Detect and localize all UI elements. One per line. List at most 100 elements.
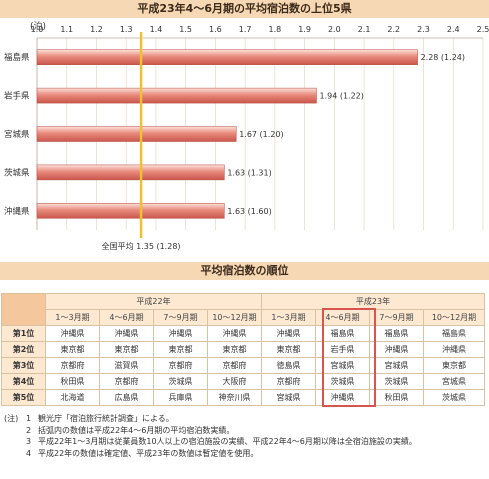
chart-title-band: 平成23年4～6月期の平均宿泊数の上位5県: [0, 0, 489, 18]
x-tick-label: 1.0: [31, 25, 44, 34]
year-header: 平成23年: [261, 293, 485, 310]
period-header: 1～3月期: [261, 309, 316, 326]
period-header: 4～6月期: [315, 309, 370, 326]
table-cell: 福島県: [423, 325, 485, 342]
table-cell: 広島県: [99, 389, 154, 406]
category-label: 宮城県: [4, 129, 30, 140]
table-cell: 茨城県: [315, 373, 370, 390]
table-cell: 東京都: [99, 341, 154, 358]
rank-label: 第2位: [1, 341, 46, 358]
note-prefix: (注): [4, 414, 19, 423]
table-title-band: 平均宿泊数の順位: [0, 262, 489, 280]
note-number: 2: [26, 425, 32, 435]
note-prefix: [4, 425, 26, 437]
table-cell: 京都府: [261, 373, 316, 390]
table-cell: 沖縄県: [315, 389, 370, 406]
category-label: 岩手県: [4, 91, 30, 102]
note-item: 2 括弧内の数値は平成22年4～6月期の平均宿泊数実績。: [4, 425, 486, 437]
table-cell: 京都府: [153, 357, 208, 374]
table-cell: 兵庫県: [153, 389, 208, 406]
table-cell: 徳島県: [261, 357, 316, 374]
table-cell: 沖縄県: [369, 341, 424, 358]
table-cell: 大阪府: [207, 373, 262, 390]
rank-label: 第3位: [1, 357, 46, 374]
note-prefix: [4, 448, 26, 460]
note-item: 3 平成22年1～3月期は従業員数10人以上の宿泊施設の実績、平成22年4～6月期…: [4, 436, 486, 448]
note-item: 4 平成22年の数値は確定値、平成23年の数値は暫定値を使用。: [4, 448, 486, 460]
table-corner: [1, 293, 46, 326]
table-cell: 滋賀県: [99, 357, 154, 374]
category-label: 沖縄県: [4, 206, 30, 217]
table-cell: 茨城県: [369, 373, 424, 390]
table-title: 平均宿泊数の順位: [200, 264, 289, 277]
data-label: 1.63 (1.60): [227, 207, 271, 216]
table-cell: 茨城県: [423, 389, 485, 406]
year-header: 平成22年: [45, 293, 262, 310]
ranking-table: 平成22年 平成23年 1～3月期 4～6月期 7～9月期 10～12月期 1～…: [1, 293, 485, 406]
table-cell: 京都府: [45, 357, 100, 374]
rank-label: 第1位: [1, 325, 46, 342]
bar: [36, 164, 225, 181]
bar: [36, 49, 418, 65]
table-cell: 宮城県: [315, 357, 370, 374]
table-cell: 沖縄県: [261, 325, 316, 342]
table-cell: 東京都: [45, 341, 100, 358]
notes: (注) 1 観光庁「宿泊旅行統計調査」による。 2 括弧内の数値は平成22年4～6月期の…: [4, 413, 486, 459]
period-header: 10～12月期: [207, 309, 262, 326]
category-label: 福島県: [4, 52, 30, 63]
period-header: 4～6月期: [99, 309, 154, 326]
year-header-row: 平成22年 平成23年: [1, 293, 485, 326]
table-cell: 茨城県: [153, 373, 208, 390]
x-tick-label: 2.5: [477, 25, 489, 34]
data-label: 1.94 (1.22): [319, 92, 363, 101]
table-cell: 東京都: [207, 341, 262, 358]
table-cell: 秋田県: [45, 373, 100, 390]
data-label: 1.63 (1.31): [227, 168, 271, 177]
table-cell: 北海道: [45, 389, 100, 406]
bar: [36, 87, 317, 104]
x-tick-label: 2.2: [387, 25, 400, 34]
x-tick-label: 1.3: [120, 25, 133, 34]
note-text: 観光庁「宿泊旅行統計調査」による。: [38, 414, 174, 423]
table-cell: 東京都: [261, 341, 316, 358]
table-row: 第1位 沖縄県 沖縄県 沖縄県 沖縄県 沖縄県 福島県 福島県 福島県: [1, 325, 485, 342]
table-cell: 宮城県: [369, 357, 424, 374]
table-cell: 神奈川県: [207, 389, 262, 406]
bar: [36, 203, 225, 219]
note-number: 4: [26, 448, 32, 458]
data-label: 1.67 (1.20): [239, 130, 283, 139]
table-cell: 福島県: [369, 325, 424, 342]
x-tick-label: 1.9: [298, 25, 311, 34]
note-number: 3: [26, 437, 32, 446]
table-cell: 沖縄県: [99, 325, 154, 342]
table-cell: 東京都: [153, 341, 208, 358]
note-text: 括弧内の数値は平成22年4～6月期の平均宿泊数実績。: [38, 425, 235, 435]
period-header: 7～9月期: [369, 309, 424, 326]
axis-unit-label: (泊): [30, 21, 46, 32]
period-header: 10～12月期: [423, 309, 485, 326]
category-label: 茨城県: [4, 167, 30, 178]
table-cell: 宮城県: [261, 389, 316, 406]
table-cell: 沖縄県: [423, 341, 485, 358]
x-tick-label: 1.6: [209, 25, 222, 34]
note-item: (注) 1 観光庁「宿泊旅行統計調査」による。: [4, 413, 486, 425]
table-cell: 沖縄県: [45, 325, 100, 342]
x-tick-label: 1.1: [60, 25, 73, 34]
period-header: 7～9月期: [153, 309, 208, 326]
table-cell: 福島県: [315, 325, 370, 342]
table-row: 第3位 京都府 滋賀県 京都府 京都府 徳島県 宮城県 宮城県 東京都: [1, 357, 485, 374]
table-cell: 沖縄県: [153, 325, 208, 342]
period-header: 1～3月期: [45, 309, 100, 326]
bar-chart: 1.0 1.1 1.2 1.3 1.4 1.5 1.6 1.7 1.8 1.9 2.0 2.1 2.2 2…: [4, 21, 489, 251]
table-cell: 宮城県: [423, 373, 485, 390]
table-cell: 京都府: [99, 373, 154, 390]
table-row: 第5位 北海道 広島県 兵庫県 神奈川県 宮城県 沖縄県 秋田県 茨城県: [1, 389, 485, 406]
bar: [36, 126, 237, 142]
x-tick-label: 2.4: [447, 25, 460, 34]
period-header-row: 1～3月期 4～6月期 7～9月期 10～12月期 1～3月期 4～6月期 7～…: [2, 309, 485, 326]
x-tick-label: 1.7: [239, 25, 252, 34]
x-tick-label: 2.1: [358, 25, 371, 34]
note-text: 平成22年1～3月期は従業員数10人以上の宿泊施設の実績、平成22年4～6月期以…: [38, 437, 417, 446]
table-cell: 京都府: [207, 357, 262, 374]
table-cell: 岩手県: [315, 341, 370, 358]
